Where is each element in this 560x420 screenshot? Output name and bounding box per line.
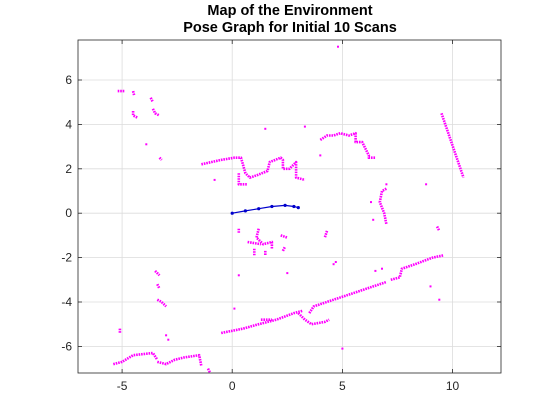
x-tick-label: -5 (117, 379, 128, 393)
map-point (167, 338, 170, 341)
map-scan-segment (154, 269, 161, 277)
map-point (438, 298, 441, 301)
map-point (264, 127, 267, 130)
y-tick-label: -4 (61, 295, 72, 309)
pose-node (296, 206, 300, 210)
map-point (145, 143, 148, 146)
x-tick-label: 5 (339, 379, 346, 393)
axis-ticks: -5 0 5 10 -6 -4 -2 0 2 4 6 (61, 40, 501, 393)
map-point (429, 285, 432, 288)
pose-node (270, 204, 274, 209)
map-point (319, 154, 322, 157)
map-point (165, 334, 168, 337)
map-point (374, 269, 377, 272)
y-tick-label: -6 (61, 339, 72, 353)
map-point (334, 261, 337, 263)
pose-node (292, 204, 296, 209)
map-scan-segment (206, 368, 212, 374)
map-point (425, 183, 428, 186)
map-scan-segment (156, 353, 203, 367)
map-point (370, 201, 372, 204)
map-scan-segment (237, 173, 248, 186)
pose-node (230, 211, 234, 215)
map-point (332, 263, 335, 266)
x-tick-label: 10 (446, 379, 460, 393)
map-point (372, 218, 375, 221)
y-tick-label: 6 (65, 73, 72, 87)
map-scan-segment (201, 156, 306, 182)
map-scan-segment (319, 131, 376, 159)
map-point (381, 267, 383, 270)
map-scan-segment (435, 225, 441, 232)
map-scan-segment (112, 351, 159, 366)
map-scan-segment (220, 309, 304, 335)
map-scan-segment (390, 254, 444, 282)
map-point (213, 178, 216, 181)
map-scan-segment (281, 245, 287, 252)
map-scan-segment (378, 187, 388, 225)
map-scan-segment (440, 112, 465, 179)
map-scan-segment (297, 312, 330, 326)
pose-node (283, 203, 287, 207)
map-scan-segment (323, 230, 329, 239)
map-point (385, 183, 388, 186)
map-scan-segment (280, 234, 288, 239)
map-points-layer (112, 45, 465, 374)
map-scan-segment (156, 283, 161, 290)
y-tick-label: 2 (65, 162, 72, 176)
map-point (286, 272, 289, 275)
map-point (233, 307, 236, 310)
map-scan-segment (255, 228, 274, 249)
map-point (237, 274, 240, 277)
chart-title-line-1: Map of the Environment (207, 3, 372, 19)
map-scan-segment (131, 111, 139, 119)
map-scan-segment (131, 90, 136, 96)
map-scan-segment (156, 298, 168, 308)
map-scan-segment (151, 108, 161, 117)
map-point (303, 125, 306, 128)
x-tick-label: 0 (229, 379, 236, 393)
map-scan-segment (247, 240, 262, 246)
pose-node (257, 207, 261, 211)
map-point (341, 347, 344, 350)
plot-frame (77, 39, 502, 374)
map-scan-segment (308, 280, 387, 314)
pose-graph-edge (232, 204, 299, 214)
map-scan-segment (158, 156, 163, 161)
y-tick-label: 4 (65, 117, 72, 131)
pose-graph-layer (230, 203, 300, 215)
pose-node (243, 209, 247, 213)
y-tick-label: 0 (65, 206, 72, 220)
map-scan-segment (149, 97, 155, 103)
map-point (337, 45, 339, 48)
y-tick-label: -2 (61, 251, 72, 265)
chart-title-line-2: Pose Graph for Initial 10 Scans (183, 20, 397, 36)
